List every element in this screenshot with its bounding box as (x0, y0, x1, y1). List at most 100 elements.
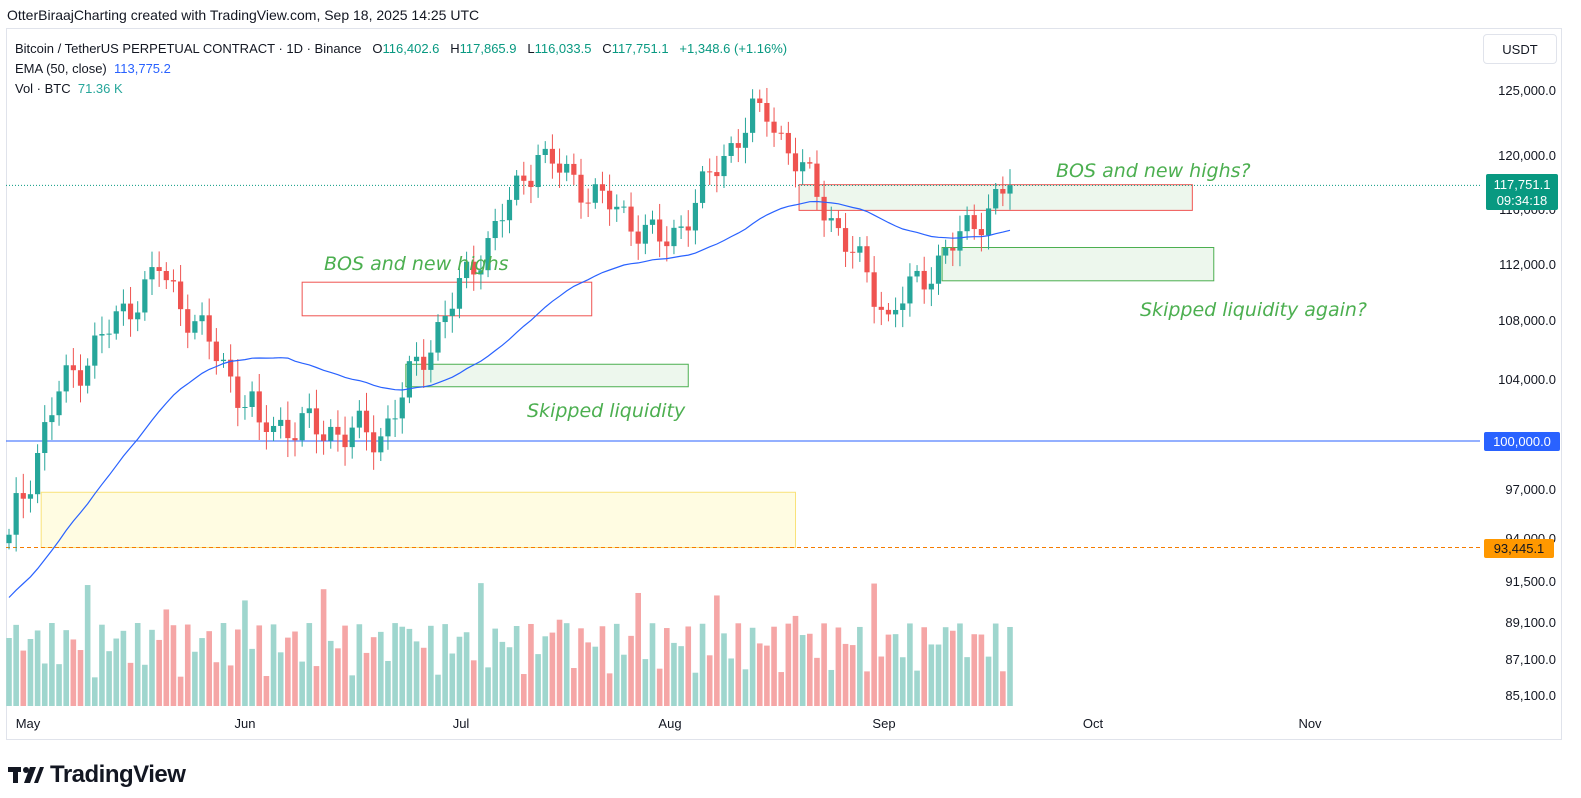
candle-body (392, 418, 398, 420)
candle-body (464, 261, 470, 279)
volume-bar (342, 625, 348, 706)
candle-body (220, 359, 227, 362)
volume-bar (721, 633, 727, 706)
volume-bar (778, 672, 784, 706)
volume-bar (285, 637, 291, 706)
candle-body (649, 219, 656, 225)
volume-bar (699, 623, 706, 706)
volume-bar (971, 634, 978, 706)
volume-label: Vol · BTC (15, 81, 71, 96)
candle-body (321, 434, 327, 441)
candle-body (63, 365, 69, 392)
candle-body (964, 215, 970, 232)
volume-bar (20, 650, 27, 706)
volume-bar (492, 628, 498, 706)
volume-bar (363, 652, 370, 706)
volume-bar (84, 585, 91, 706)
candle-body (764, 103, 770, 122)
candle-body (514, 175, 520, 200)
tradingview-logo[interactable]: TradingView (8, 761, 186, 789)
volume-bar (313, 666, 320, 706)
candle-body (92, 335, 98, 366)
zone-green-box (941, 247, 1215, 282)
candle-body (106, 333, 112, 335)
volume-bar (456, 636, 463, 706)
candle-body (385, 418, 391, 437)
candle-body (778, 132, 784, 134)
volume-bar (771, 626, 777, 706)
volume-bar (435, 674, 441, 706)
annotation-text: BOS and new highs? (1056, 160, 1251, 182)
volume-bar (99, 624, 105, 706)
candle-body (156, 267, 162, 271)
candle-body (306, 408, 312, 414)
volume-bar (864, 671, 870, 706)
volume-bar (542, 636, 549, 706)
volume-bar (142, 664, 148, 706)
volume-bar (256, 625, 263, 706)
level-100k-tag (1484, 432, 1560, 451)
tradingview-brand-text: TradingView (50, 761, 186, 788)
candle-body (113, 311, 119, 334)
volume-bar (478, 583, 484, 706)
candle-body (449, 308, 455, 316)
volume-bar (678, 646, 684, 706)
x-axis-label: Oct (1083, 716, 1104, 731)
candle-body (242, 406, 248, 408)
volume-bar (470, 660, 477, 706)
candle-body (785, 132, 791, 154)
volume-bar (378, 631, 384, 706)
candle-body (406, 361, 412, 398)
chart-frame (6, 28, 1562, 740)
candle-body (842, 228, 849, 252)
volume-bar (463, 632, 470, 706)
candle-body (850, 251, 856, 253)
last-price-tag-value: 117,751.1 (1494, 177, 1551, 192)
zone-red-box (301, 281, 593, 317)
volume-bar (149, 629, 155, 706)
volume-bar (535, 654, 541, 706)
candle-body (571, 163, 577, 175)
candle-body (871, 272, 877, 307)
candle-body (442, 315, 448, 323)
zone-green-box (405, 363, 689, 388)
volume-bar (578, 628, 584, 706)
volume-bar (220, 623, 227, 706)
change-value: +1,348.6 (+1.16%) (679, 41, 788, 56)
volume-bar (6, 638, 12, 706)
candle-body (213, 341, 219, 362)
volume-bar (585, 642, 591, 706)
candle-body (478, 270, 484, 275)
volume-bar (206, 631, 212, 706)
candle-body (99, 334, 105, 336)
candle-body (228, 359, 234, 377)
volume-bar (235, 629, 241, 706)
volume-bar (170, 625, 177, 706)
candle-body (192, 321, 198, 333)
legend-volume-row[interactable]: Vol · BTC 71.36 K (15, 79, 787, 99)
volume-bar (449, 653, 456, 706)
symbol-name[interactable]: Bitcoin / TetherUS PERPETUAL CONTRACT · … (15, 41, 362, 56)
volume-bar (799, 635, 806, 706)
legend-ema-row[interactable]: EMA (50, close) 113,775.2 (15, 59, 787, 79)
volume-bar (327, 640, 334, 706)
volume-bar (571, 668, 577, 706)
volume-bar (27, 638, 34, 706)
volume-bar (792, 615, 799, 706)
volume-bar (928, 644, 935, 706)
candle-body (742, 132, 749, 148)
candle-body (585, 202, 591, 204)
volume-bar (406, 628, 413, 706)
volume-bar (134, 623, 141, 706)
y-axis-label: 104,000.0 (1498, 372, 1556, 387)
candle-body (771, 121, 777, 133)
candle-body (492, 220, 498, 239)
currency-button[interactable]: USDT (1483, 34, 1557, 64)
candle-body (85, 365, 91, 386)
volume-bar (227, 665, 234, 706)
volume-bar (649, 623, 656, 706)
close-value: 117,751.1 (611, 41, 669, 56)
volume-bar (499, 641, 506, 706)
annotation-text: Skipped liquidity (527, 400, 686, 422)
